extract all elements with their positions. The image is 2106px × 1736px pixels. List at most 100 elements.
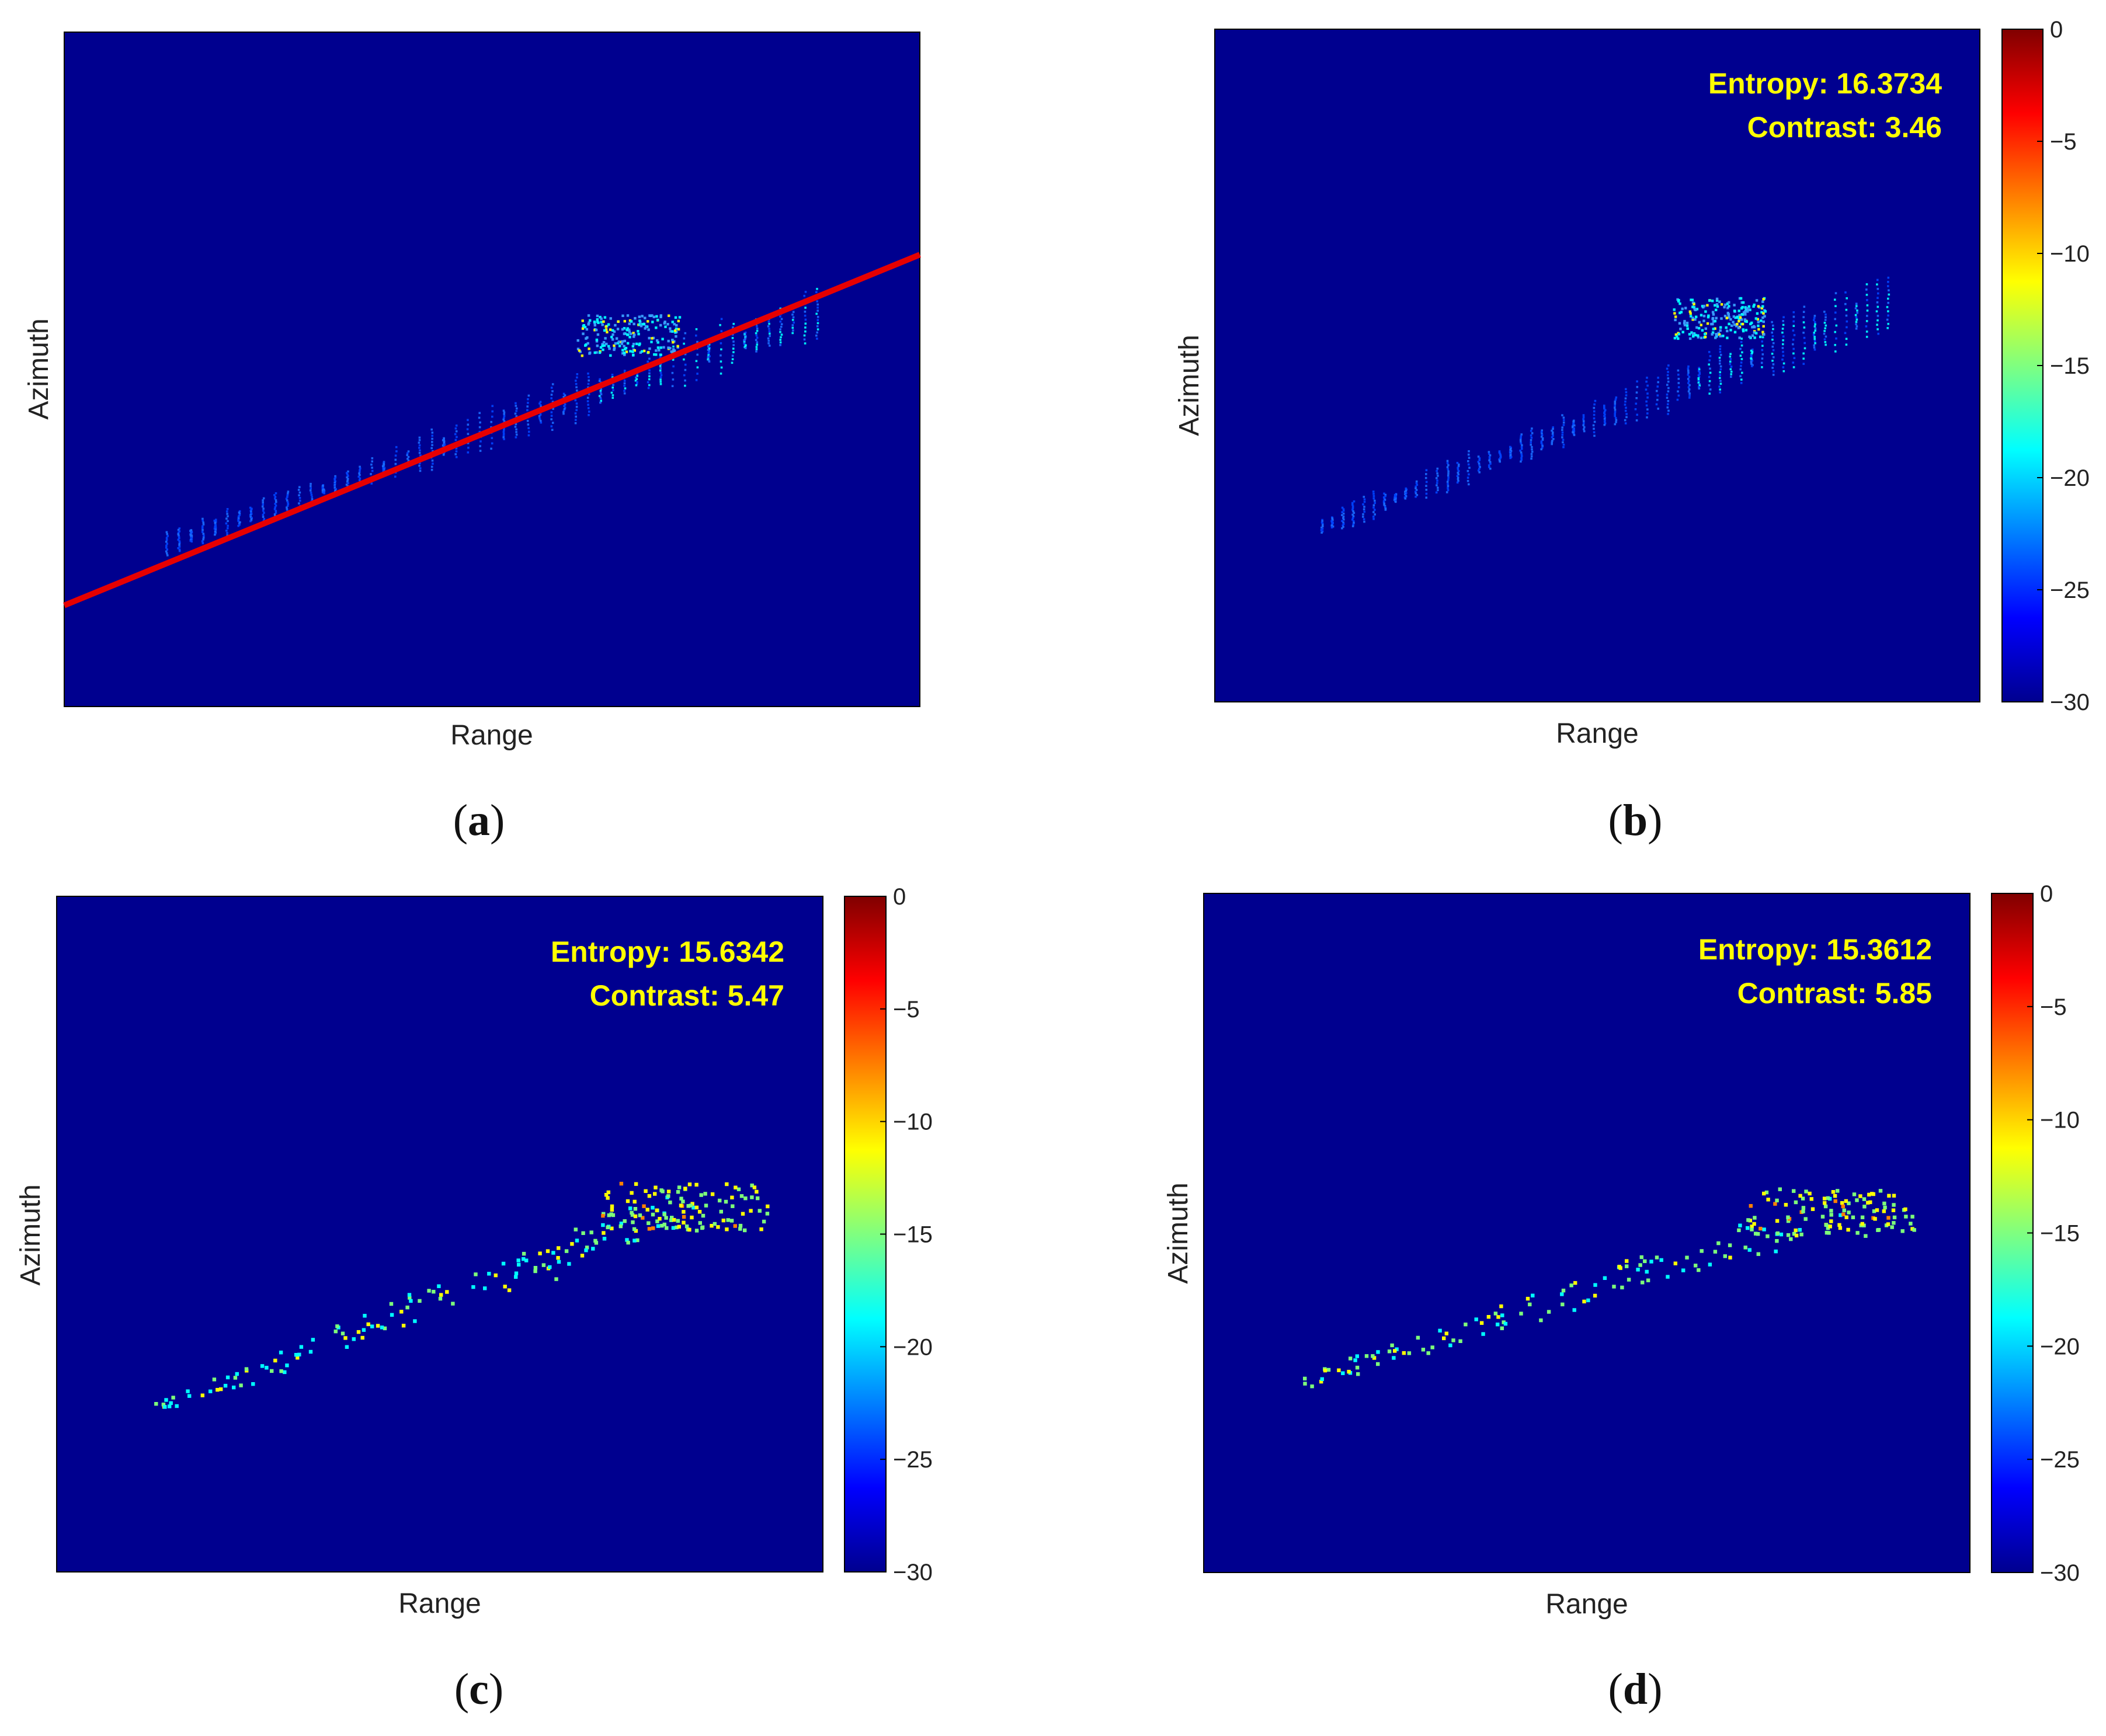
scatter-point [1704, 310, 1707, 313]
scatter-point [1614, 417, 1617, 419]
scatter-point [1552, 431, 1554, 434]
scatter-point [1415, 489, 1418, 491]
scatter-point [1351, 517, 1354, 519]
scatter-point [1625, 1259, 1629, 1263]
scatter-point [1771, 338, 1774, 341]
scatter-point [376, 1324, 380, 1328]
scatter-point [1750, 1227, 1754, 1231]
scatter-point [602, 1212, 606, 1216]
scatter-point [696, 373, 698, 375]
scatter-point [599, 396, 602, 399]
scatter-point [1698, 370, 1700, 372]
scatter-point [663, 321, 666, 323]
scatter-point [1740, 364, 1742, 367]
scatter-point [641, 1216, 645, 1220]
scatter-point [1725, 326, 1728, 329]
scatter-point [1436, 482, 1438, 484]
scatter-point [1384, 493, 1387, 496]
scatter-point [1353, 512, 1356, 514]
colorbar-tick-label: −20 [2040, 1334, 2080, 1359]
scatter-point [418, 447, 420, 449]
scatter-point [656, 346, 660, 349]
scatter-point [597, 321, 600, 324]
scatter-point [659, 346, 662, 349]
scatter-point [1456, 481, 1459, 484]
scatter-point [1468, 450, 1470, 453]
scatter-point [1467, 460, 1469, 462]
scatter-point [1761, 336, 1764, 339]
scatter-point [479, 440, 482, 443]
scatter-point [635, 384, 638, 387]
scatter-point [1886, 318, 1889, 321]
scatter-point [310, 491, 312, 494]
colorbar-tick-label: −10 [2050, 241, 2090, 267]
scatter-point [274, 510, 277, 512]
scatter-point [1691, 316, 1694, 319]
scatter-point [601, 345, 604, 347]
scatter-point [189, 530, 192, 532]
panel-c-colorbar [844, 896, 887, 1573]
scatter-point [623, 382, 626, 385]
scatter-point [1562, 446, 1565, 448]
scatter-point [346, 481, 349, 483]
scatter-point [1887, 276, 1890, 279]
scatter-point [779, 330, 781, 333]
scatter-point [395, 446, 398, 448]
colorbar-tick-label: 0 [2050, 17, 2063, 43]
scatter-point [564, 1249, 569, 1253]
scatter-point [1593, 403, 1596, 406]
scatter-point [633, 333, 636, 336]
scatter-point [1694, 1264, 1698, 1268]
scatter-point [1645, 1269, 1649, 1274]
scatter-point [1614, 415, 1616, 418]
scatter-point [1755, 299, 1759, 302]
scatter-point [1561, 429, 1563, 432]
scatter-point [591, 1247, 595, 1251]
scatter-point [1442, 1336, 1446, 1341]
scatter-point [628, 330, 631, 333]
scatter-point [1729, 360, 1732, 363]
scatter-point [602, 348, 604, 352]
scatter-point [1823, 338, 1826, 340]
scatter-point [273, 1358, 277, 1363]
scatter-point [1479, 1321, 1484, 1325]
scatter-point [502, 418, 505, 421]
scatter-point [1415, 495, 1417, 498]
scatter-point [684, 363, 687, 366]
scatter-point [618, 1224, 623, 1229]
scatter-point [1646, 377, 1648, 379]
scatter-point [169, 1401, 173, 1406]
scatter-point [1712, 320, 1715, 323]
scatter-point [1646, 396, 1649, 399]
scatter-point [1635, 419, 1638, 422]
scatter-point [1322, 525, 1324, 528]
scatter-point [1444, 1331, 1448, 1335]
scatter-point [1614, 410, 1617, 413]
scatter-point [1478, 457, 1481, 460]
scatter-point [1356, 1372, 1360, 1376]
scatter-point [1751, 326, 1754, 329]
scatter-point [562, 411, 565, 413]
scatter-point [1761, 305, 1764, 308]
scatter-point [1760, 319, 1763, 322]
scatter-point [640, 325, 643, 328]
scatter-point [178, 537, 180, 540]
scatter-point [1841, 1204, 1845, 1209]
scatter-point [294, 1353, 298, 1357]
scatter-point [1719, 348, 1722, 350]
scatter-point [1729, 368, 1732, 371]
scatter-point [676, 1219, 680, 1223]
scatter-point [334, 475, 336, 478]
scatter-point [803, 334, 806, 337]
scatter-point [779, 344, 781, 346]
scatter-point [1349, 1356, 1353, 1361]
scatter-point [539, 413, 542, 416]
scatter-point [345, 1345, 349, 1349]
scatter-point [538, 402, 541, 405]
scatter-point [1321, 530, 1324, 533]
scatter-point [563, 408, 566, 410]
scatter-point [1792, 325, 1795, 327]
scatter-point [1752, 305, 1755, 308]
scatter-point [612, 384, 614, 387]
scatter-point [275, 501, 277, 503]
